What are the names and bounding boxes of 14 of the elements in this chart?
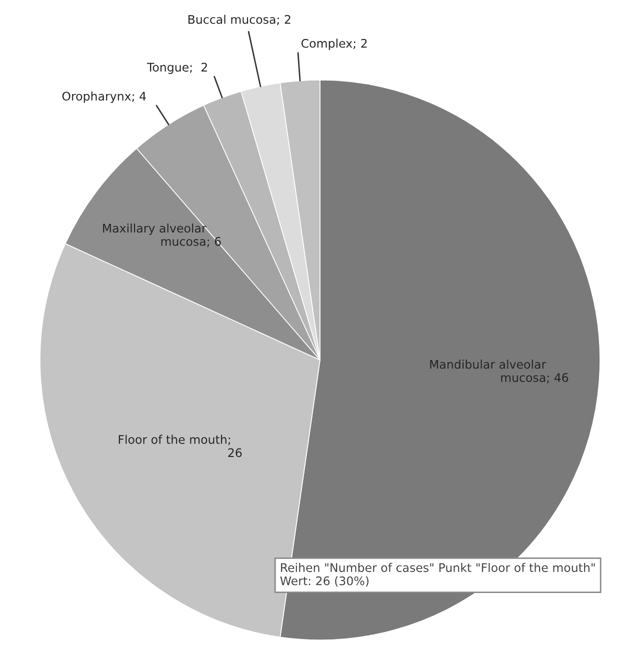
slice-label: Oropharynx bbox=[62, 91, 131, 103]
slice-label: Maxillary alveolar mucosa bbox=[103, 224, 206, 246]
slice-label: Floor of the mouth bbox=[118, 434, 226, 444]
slice-label: Buccal mucosa bbox=[188, 14, 276, 24]
data-label: ; 46 bbox=[547, 373, 568, 384]
slice-label: Complex bbox=[301, 38, 352, 50]
data-label: ; 26 bbox=[228, 438, 242, 458]
slice-label: Tongue bbox=[146, 62, 188, 74]
data-label: ; 4 bbox=[132, 92, 146, 102]
slice-label: Mandibular alveolar mucosa bbox=[430, 360, 546, 382]
data-label: ; 2 bbox=[354, 38, 367, 50]
text: Reihen "Number of cases" Punkt "Floor of the mouth" Wert: 26 (30%) bbox=[280, 562, 595, 587]
data-label: ; 2 bbox=[277, 14, 290, 26]
data-label: ; 2 bbox=[190, 62, 207, 73]
